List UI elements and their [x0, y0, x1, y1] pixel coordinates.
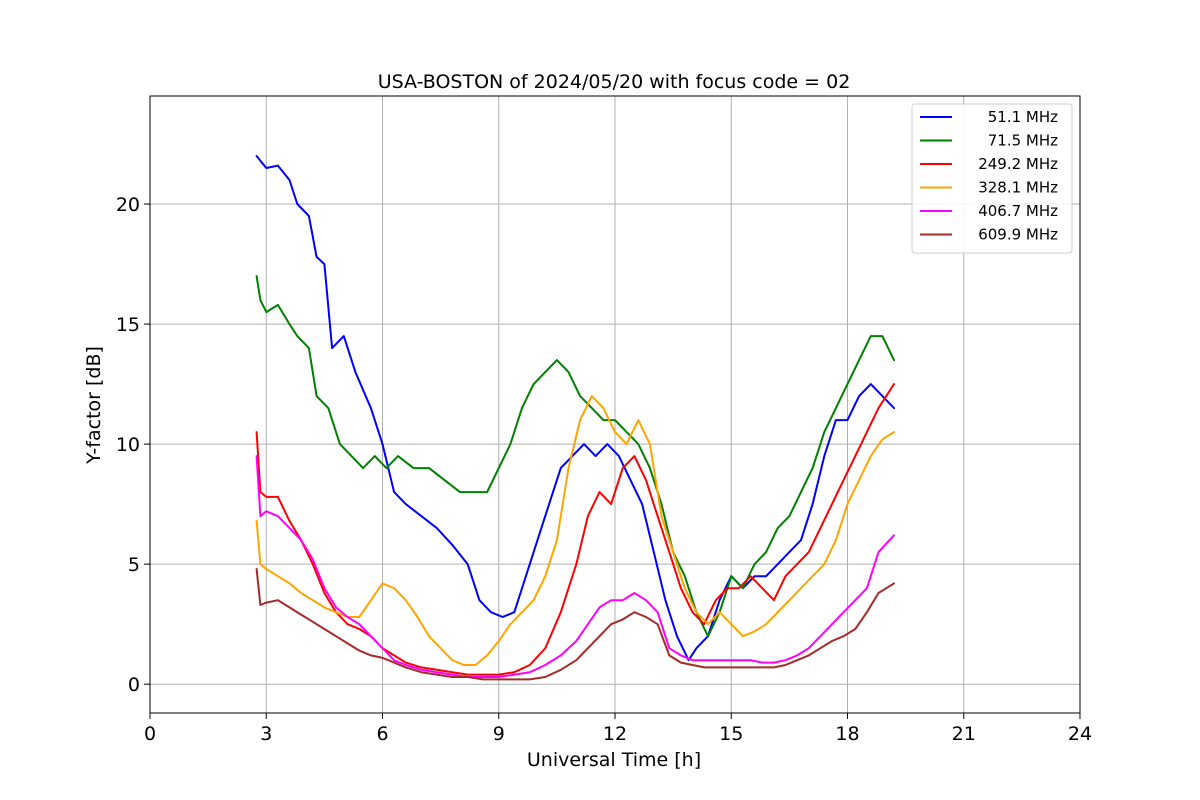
- series-line-3: [255, 383, 895, 676]
- y-tick-label: 15: [116, 314, 140, 336]
- series-line-4: [255, 395, 895, 666]
- y-tick-label: 20: [116, 194, 140, 216]
- y-axis: 0 5 10 15 20: [116, 194, 150, 696]
- y-axis-label: Y-factor [dB]: [83, 346, 105, 465]
- legend-label: 609.9 MHz: [978, 226, 1058, 244]
- x-tick-label: 0: [144, 723, 156, 745]
- chart-title: USA-BOSTON of 2024/05/20 with focus code…: [378, 71, 851, 93]
- legend-label: 71.5 MHz: [988, 132, 1058, 150]
- x-axis: 0 3 6 9 12 15 18 21 24: [144, 713, 1092, 745]
- legend-label: 328.1 MHz: [978, 179, 1058, 197]
- series-layer: [255, 155, 895, 681]
- x-tick-label: 24: [1068, 723, 1092, 745]
- series-line-5: [255, 455, 895, 678]
- x-tick-label: 18: [835, 723, 859, 745]
- legend-label: 249.2 MHz: [978, 155, 1058, 173]
- x-tick-label: 21: [952, 723, 976, 745]
- x-tick-label: 12: [603, 723, 627, 745]
- y-tick-label: 5: [128, 554, 140, 576]
- x-tick-label: 9: [493, 723, 505, 745]
- x-tick-label: 15: [719, 723, 743, 745]
- x-tick-label: 3: [260, 723, 272, 745]
- legend: 51.1 MHz 71.5 MHz 249.2 MHz 328.1 MHz 406.7 …: [911, 103, 1073, 254]
- legend-label: 51.1 MHz: [988, 108, 1058, 126]
- y-tick-label: 0: [128, 674, 140, 696]
- series-line-2: [255, 275, 895, 638]
- x-axis-label: Universal Time [h]: [527, 749, 701, 771]
- x-tick-label: 6: [376, 723, 388, 745]
- series-line-1: [255, 155, 895, 662]
- legend-label: 406.7 MHz: [978, 202, 1058, 220]
- y-tick-label: 10: [116, 434, 140, 456]
- series-line-6: [255, 568, 895, 681]
